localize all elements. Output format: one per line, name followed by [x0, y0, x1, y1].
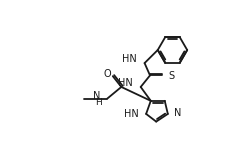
Text: N: N — [93, 91, 100, 101]
Text: HN: HN — [122, 54, 137, 64]
Text: S: S — [168, 71, 175, 81]
Text: H: H — [95, 98, 102, 107]
Text: HN: HN — [118, 78, 133, 88]
Text: N: N — [174, 108, 181, 118]
Text: HN: HN — [125, 109, 139, 119]
Text: O: O — [103, 69, 111, 79]
